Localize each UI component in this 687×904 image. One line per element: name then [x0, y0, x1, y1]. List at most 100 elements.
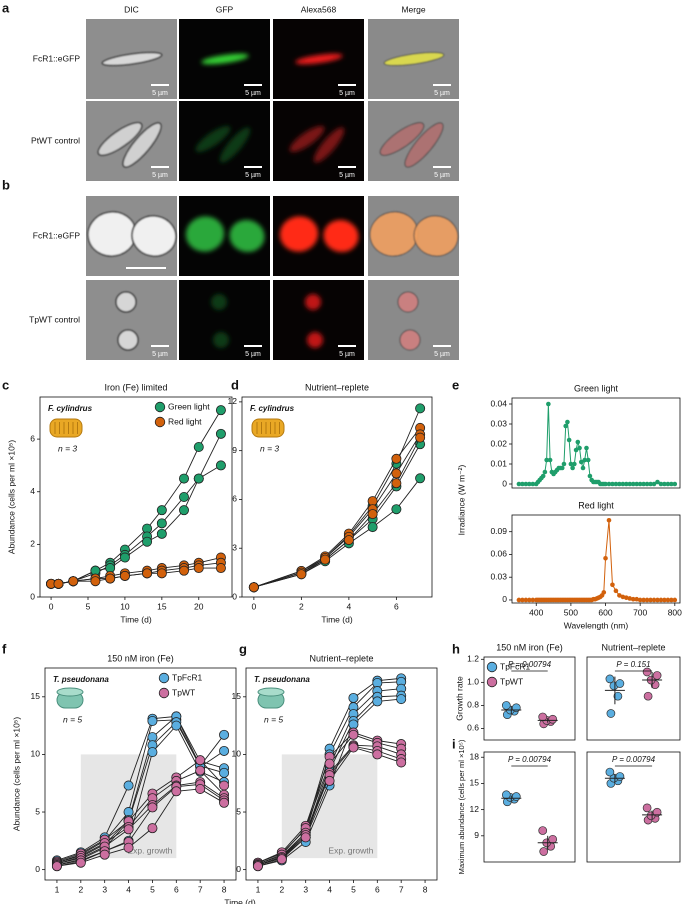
plot-frame — [586, 751, 681, 863]
y-tick-label: 0.02 — [490, 438, 507, 448]
y-tick-label: 1.0 — [467, 677, 479, 687]
y-tick-label: 1.2 — [467, 654, 479, 664]
data-point — [615, 679, 625, 688]
cell — [323, 219, 359, 253]
data-point — [584, 445, 589, 451]
data-point — [530, 481, 536, 487]
data-point — [195, 783, 206, 794]
legend-label: TpFcR1 — [500, 661, 531, 671]
p-value: P = 0.00794 — [508, 755, 552, 764]
data-point — [147, 716, 158, 727]
data-point — [665, 597, 671, 603]
data-point — [123, 780, 134, 791]
panel-letter: h — [452, 641, 460, 656]
y-tick-label: 0.06 — [490, 549, 507, 559]
data-point — [415, 403, 426, 414]
data-point — [606, 481, 612, 487]
data-point — [642, 803, 652, 813]
data-point — [396, 694, 407, 705]
data-point — [415, 473, 426, 484]
data-point — [662, 481, 667, 487]
data-point — [547, 457, 553, 463]
data-point — [324, 775, 335, 786]
data-point — [348, 729, 359, 740]
scale-bar-label: 5 µm — [152, 351, 168, 358]
species-label: T. pseudonana — [53, 675, 109, 684]
data-point — [652, 807, 662, 817]
data-point — [193, 441, 204, 452]
data-point — [156, 505, 167, 516]
cell — [122, 122, 162, 168]
data-point — [142, 536, 153, 547]
cell — [117, 329, 139, 351]
cell — [211, 294, 227, 310]
data-point — [530, 597, 536, 603]
data-point — [123, 842, 134, 853]
data-point — [603, 481, 608, 487]
data-point — [195, 755, 206, 766]
n-label: n = 3 — [260, 443, 279, 453]
data-point — [605, 767, 615, 777]
scale-bar-label: 5 µm — [434, 172, 450, 179]
data-point — [178, 565, 189, 576]
cell — [229, 219, 265, 253]
data-point — [624, 481, 629, 487]
data-point — [539, 847, 549, 856]
shade-label: Exp. growth — [328, 845, 373, 855]
data-point — [527, 597, 532, 603]
data-point — [627, 481, 633, 487]
plot-frame — [44, 667, 237, 881]
data-point — [171, 786, 182, 797]
cell-icon — [49, 418, 83, 438]
data-point — [527, 481, 532, 487]
micrograph — [273, 101, 364, 181]
data-point — [577, 445, 582, 451]
data-point — [367, 522, 378, 533]
data-point — [587, 473, 593, 479]
data-point — [523, 481, 529, 487]
y-tick-label: 0 — [35, 864, 40, 874]
data-point — [566, 437, 572, 443]
data-point — [615, 772, 625, 781]
data-point — [193, 473, 204, 484]
y-tick-label: 3 — [232, 542, 237, 552]
x-tick-label: 3 — [303, 884, 308, 894]
cell — [295, 53, 343, 65]
data-point — [658, 597, 664, 603]
y-tick-label: 18 — [470, 751, 480, 761]
panel-letter: a — [2, 0, 10, 15]
y-tick-label: 2 — [30, 539, 35, 549]
data-point — [68, 576, 79, 587]
data-point — [565, 419, 570, 425]
data-point — [300, 832, 311, 843]
n-label: n = 5 — [63, 714, 82, 724]
data-point — [568, 461, 574, 467]
data-point — [658, 481, 664, 487]
y-tick-label: 0.8 — [467, 700, 479, 710]
data-point — [415, 432, 426, 443]
chart-title: Iron (Fe) limited — [104, 382, 167, 392]
data-point — [391, 504, 402, 515]
micrograph — [179, 280, 270, 360]
panel-letter: g — [239, 641, 247, 656]
data-point — [219, 797, 230, 808]
scale-bar-label: 5 µm — [434, 351, 450, 358]
micrograph — [179, 101, 270, 181]
legend-marker — [486, 661, 498, 673]
cell — [97, 121, 143, 157]
data-point — [672, 597, 678, 603]
x-tick-label: 700 — [633, 607, 647, 617]
plot-frame — [511, 514, 681, 604]
cell — [399, 329, 421, 351]
data-point — [324, 758, 335, 769]
scale-bar-label: 5 µm — [339, 172, 355, 179]
data-point — [655, 597, 660, 603]
y-tick-label: 9 — [474, 830, 479, 840]
cell — [201, 53, 249, 65]
data-point — [296, 569, 307, 580]
p-value: P = 0.00794 — [508, 660, 552, 669]
x-tick-label: 5 — [86, 601, 91, 611]
data-point — [544, 457, 549, 463]
cell — [289, 125, 325, 153]
